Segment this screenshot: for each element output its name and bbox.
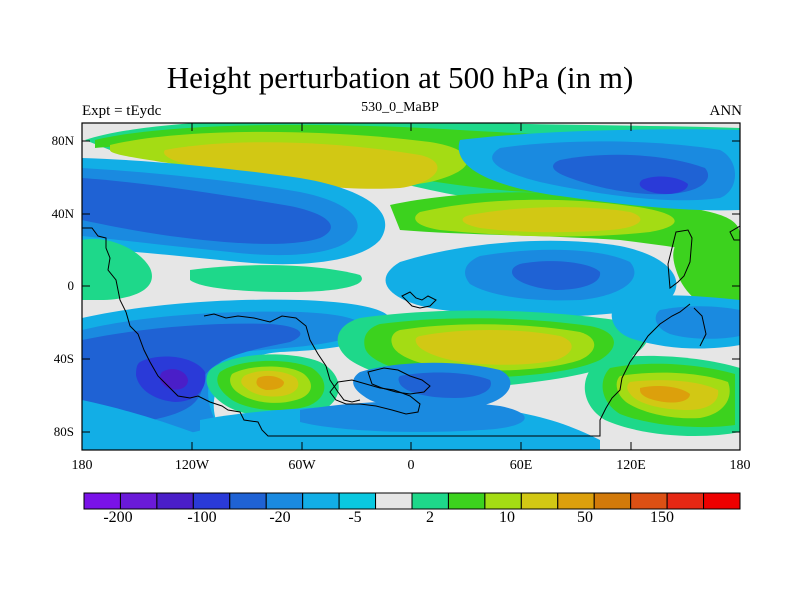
x-tick-label: 180	[71, 458, 93, 473]
colorbar-swatch	[520, 492, 559, 510]
south-america-outline	[329, 379, 421, 415]
colorbar-label: 50	[577, 509, 593, 526]
colorbar-swatch	[666, 492, 705, 510]
colorbar-swatch	[703, 492, 741, 510]
colorbar-label: 2	[426, 509, 434, 526]
se-high-core	[640, 386, 690, 403]
colorbar-swatch	[593, 492, 632, 510]
east-coastline-2	[693, 307, 707, 347]
y-tick-marks	[82, 140, 740, 433]
colorbar-label: 10	[499, 509, 515, 526]
nh-ridge-yellow	[164, 142, 438, 189]
period-label: 530_0_MaBP	[361, 100, 439, 115]
map-title: Height perturbation at 500 hPa (in m)	[166, 60, 634, 95]
colorbar-swatch	[119, 492, 158, 510]
colorbar-swatch	[630, 492, 668, 510]
colorbar-swatch	[411, 492, 449, 510]
west-coastline	[82, 227, 691, 437]
colorbar-swatch	[229, 492, 267, 510]
sh-high-core	[256, 375, 284, 390]
x-tick-label: 120W	[174, 458, 210, 473]
experiment-label: Expt = tEydc	[82, 103, 162, 119]
colorbar-swatch	[302, 492, 340, 510]
tropical-green-center	[190, 265, 362, 292]
colorbar-swatch	[484, 492, 522, 510]
y-tick-label: 80N	[51, 133, 74, 148]
colorbar-swatch	[447, 492, 486, 510]
right-edge-coast	[729, 225, 740, 241]
colorbar-swatch	[338, 492, 377, 510]
colorbar-label: -200	[103, 509, 133, 526]
sh-center-trough-core	[398, 372, 491, 398]
sh-south-band-deep	[300, 401, 525, 432]
x-tick-marks	[81, 123, 741, 450]
y-tick-label: 40S	[53, 351, 74, 366]
x-tick-label: 120E	[616, 458, 646, 473]
east-trough-mid	[655, 306, 740, 339]
colorbar	[83, 492, 741, 510]
asia-ridge-yellow	[462, 207, 641, 233]
x-tick-label: 0	[407, 458, 415, 473]
map-field	[82, 123, 740, 450]
east-coastline	[667, 229, 693, 289]
tropical-blue-inner	[512, 261, 601, 290]
colorbar-swatch	[156, 492, 194, 510]
coastlines	[82, 225, 740, 437]
x-tick-label: 60W	[288, 458, 316, 473]
colorbar-label: -100	[187, 509, 217, 526]
sh-band-yellow	[415, 330, 572, 365]
nw-trough-inner	[82, 178, 331, 244]
colorbar-label: -20	[269, 509, 291, 526]
colorbar-swatch	[557, 492, 595, 510]
y-tick-label: 80S	[53, 424, 74, 439]
colorbar-swatch	[375, 492, 413, 510]
sw-south-band	[82, 400, 200, 450]
y-tick-label: 0	[67, 278, 75, 293]
colorbar-swatch	[265, 492, 304, 510]
tropical-green-left	[82, 239, 152, 300]
y-tick-label: 40N	[51, 206, 74, 221]
africa-outline	[203, 313, 361, 403]
ne-trough-core	[639, 176, 688, 194]
season-label: ANN	[709, 103, 743, 119]
island-cluster	[401, 291, 437, 309]
x-tick-label: 180	[729, 458, 751, 473]
colorbar-label: -5	[348, 509, 362, 526]
colorbar-swatch	[83, 492, 121, 510]
colorbar-swatch	[192, 492, 231, 510]
x-tick-label: 60E	[509, 458, 533, 473]
australia-outline	[367, 367, 431, 395]
colorbar-label: 150	[650, 509, 674, 526]
